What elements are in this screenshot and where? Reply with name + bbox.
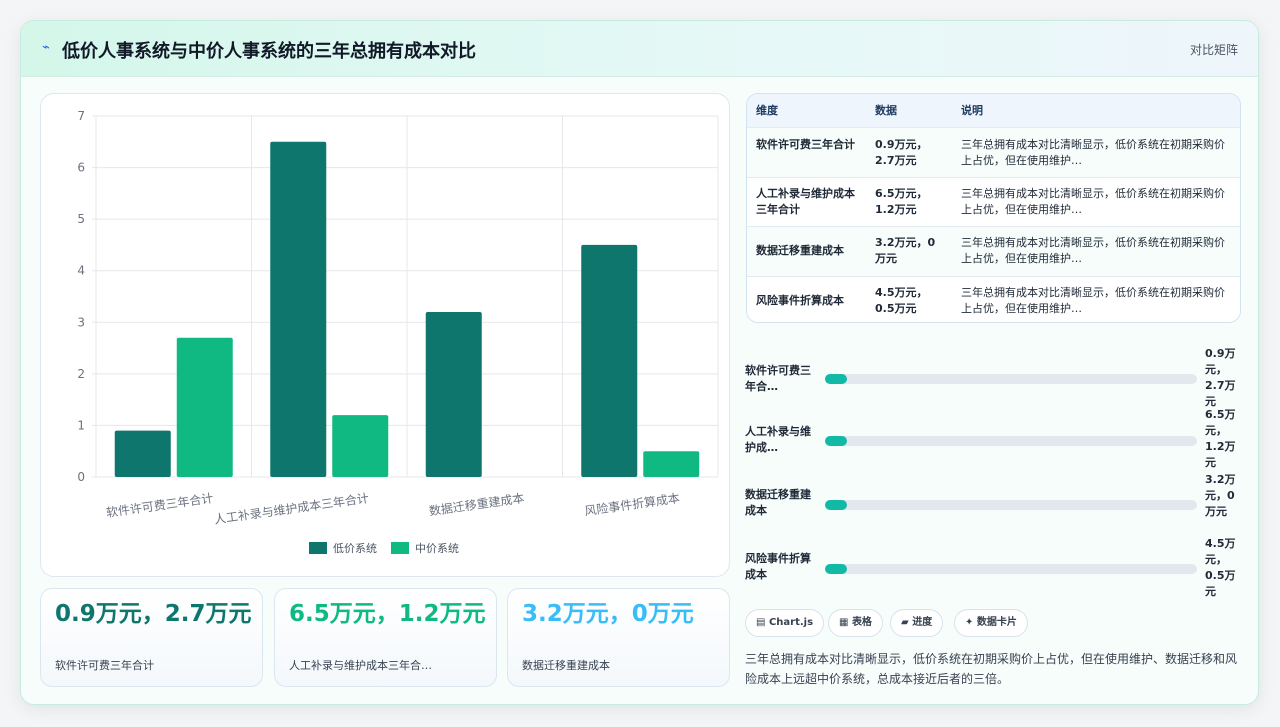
comparison-table: 维度 数据 说明 软件许可费三年合计 0.9万元，2.7万元 三年总拥有成本对比… [746,93,1241,323]
y-tick-label: 5 [77,212,85,226]
chip-table[interactable]: ▦ 表格 [828,609,883,637]
table-cell-data: 0.9万元，2.7万元 [875,138,928,167]
chip-data-card[interactable]: ✦ 数据卡片 [954,609,1028,637]
table-row: 风险事件折算成本 4.5万元，0.5万元 三年总拥有成本对比清晰显示，低价系统在… [747,276,1240,322]
table-row: 软件许可费三年合计 0.9万元，2.7万元 三年总拥有成本对比清晰显示，低价系统… [747,127,1240,177]
stat-label: 软件许可费三年合计 [55,659,154,672]
summary-text: 三年总拥有成本对比清晰显示，低价系统在初期采购价上占优，但在使用维护、数据迁移和… [745,652,1238,686]
x-tick-label: 软件许可费三年合计 [105,490,214,520]
y-tick-label: 7 [77,109,85,123]
y-tick-label: 0 [77,470,85,484]
column-header: 维度 [756,104,778,117]
stat-value: 0.9万元，2.7万元 [55,601,252,627]
table-cell-data: 6.5万元，1.2万元 [875,187,928,216]
progress-track [825,374,1197,384]
legend-label: 低价系统 [333,542,377,555]
progress-fill [825,564,848,574]
stat-value: 3.2万元，0万元 [522,601,694,627]
progress-fill [825,436,848,446]
bar-low [270,141,327,477]
progress-label: 人工补录与维护成… [745,425,811,454]
progress-label: 软件许可费三年合… [745,364,811,393]
progress-fill [825,374,848,384]
page-title: 低价人事系统与中价人事系统的三年总拥有成本对比 [62,41,476,62]
table-cell-dimension: 人工补录与维护成本三年合计 [756,187,855,216]
bar-mid [176,337,233,477]
y-tick-label: 3 [77,315,85,329]
legend-label: 中价系统 [415,542,459,555]
stat-card-2: 6.5万元，1.2万元 人工补录与维护成本三年合… [274,588,497,687]
stat-value: 6.5万元，1.2万元 [289,601,486,627]
y-tick-label: 6 [77,161,85,175]
table-cell-dimension: 软件许可费三年合计 [756,138,855,151]
y-tick-label: 4 [77,264,85,278]
progress-value: 3.2万元，0万元 [1205,473,1236,518]
chip-label: Chart.js [768,617,814,628]
x-tick-label: 人工补录与维护成本三年合计 [213,490,370,527]
stat-label: 数据迁移重建成本 [522,659,610,672]
legend-swatch [309,542,327,554]
progress-label: 风险事件折算成本 [745,552,811,581]
table-cell-dimension: 数据迁移重建成本 [756,244,844,257]
y-tick-label: 2 [77,367,85,381]
bolt-icon: ⌁ [42,40,50,55]
chip-label: 表格 [851,617,872,628]
column-header: 说明 [961,104,983,117]
legend-swatch [391,542,409,554]
y-tick-label: 1 [77,418,85,432]
progress-track [825,500,1197,510]
progress-value: 4.5万元，0.5万元 [1205,537,1236,598]
chip-label: 进度 [912,617,933,628]
progress-item: 人工补录与维护成… 6.5万元，1.2万元 [745,408,1245,481]
progress-icon: ▰ [901,617,909,628]
progress-label: 数据迁移重建成本 [745,488,811,517]
bar-chart-panel: 0 1 2 3 4 5 6 7 软件许可费三年合计 人工补录与维护成本三年合计 数据迁移重建成本 风险… [40,93,730,577]
bar-mid [332,415,389,477]
x-tick-label: 数据迁移重建成本 [428,490,525,518]
progress-item: 风险事件折算成本 4.5万元，0.5万元 [745,537,1245,608]
table-cell-note: 三年总拥有成本对比清晰显示，低价系统在初期采购价上占优，但在使用维护… [961,236,1225,265]
table-cell-note: 三年总拥有成本对比清晰显示，低价系统在初期采购价上占优，但在使用维护… [961,286,1225,315]
stat-label: 人工补录与维护成本三年合… [289,659,432,672]
table-row: 人工补录与维护成本三年合计 6.5万元，1.2万元 三年总拥有成本对比清晰显示，… [747,177,1240,226]
dashboard-card: ⌁ 低价人事系统与中价人事系统的三年总拥有成本对比 对比矩阵 0 1 2 3 4 5 6 7 软… [20,20,1259,705]
sparkle-icon: ✦ [965,617,974,628]
progress-item: 软件许可费三年合… 0.9万元，2.7万元 [745,347,1245,411]
chip-chartjs[interactable]: ▤ Chart.js [745,609,825,637]
header-bar: ⌁ 低价人事系统与中价人事系统的三年总拥有成本对比 对比矩阵 [21,21,1258,77]
bar-chart: 0 1 2 3 4 5 6 7 软件许可费三年合计 人工补录与维护成本三年合计 数据迁移重建成本 风险… [77,109,719,555]
progress-track [825,564,1197,574]
table-cell-note: 三年总拥有成本对比清晰显示，低价系统在初期采购价上占优，但在使用维护… [961,138,1225,167]
progress-value: 0.9万元，2.7万元 [1205,347,1236,408]
bar-low [425,311,482,477]
progress-track [825,436,1197,446]
mode-label[interactable]: 对比矩阵 [1189,43,1238,57]
column-header: 数据 [875,104,897,117]
table-cell-data: 4.5万元，0.5万元 [875,286,928,315]
progress-value: 6.5万元，1.2万元 [1205,408,1236,469]
progress-fill [825,500,848,510]
bar-low [114,430,171,477]
stat-card-3: 3.2万元，0万元 数据迁移重建成本 [507,588,730,687]
bar-low [581,244,638,477]
bar-mid [643,451,700,477]
table-cell-note: 三年总拥有成本对比清晰显示，低价系统在初期采购价上占优，但在使用维护… [961,187,1225,216]
table-cell-data: 3.2万元，0万元 [875,236,936,265]
x-tick-label: 风险事件折算成本 [583,490,680,518]
progress-item: 数据迁移重建成本 3.2万元，0万元 [745,473,1245,544]
table-row: 数据迁移重建成本 3.2万元，0万元 三年总拥有成本对比清晰显示，低价系统在初期… [747,226,1240,276]
table-cell-dimension: 风险事件折算成本 [756,294,844,307]
chip-label: 数据卡片 [976,617,1017,628]
table-header-row: 维度 数据 说明 [747,94,1240,127]
chart-icon: ▤ [756,617,766,628]
chip-progress[interactable]: ▰ 进度 [890,609,944,637]
stat-card-1: 0.9万元，2.7万元 软件许可费三年合计 [40,588,263,687]
table-icon: ▦ [839,617,849,628]
